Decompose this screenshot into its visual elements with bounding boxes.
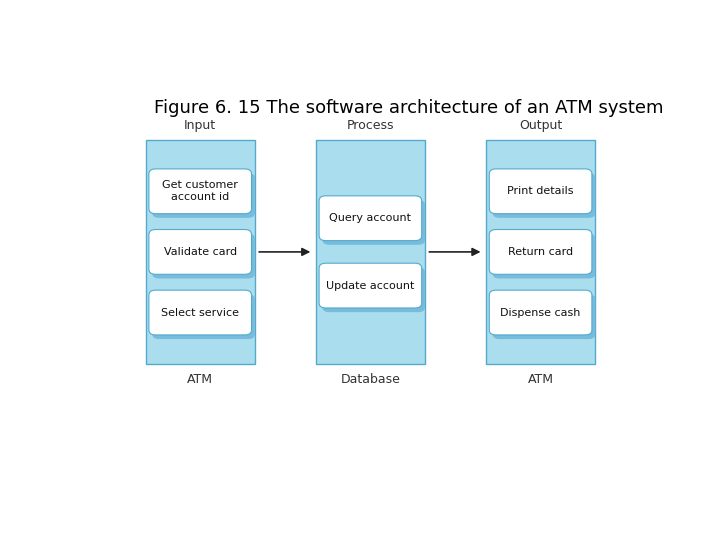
Text: Query account: Query account [329,213,411,223]
Text: Dispense cash: Dispense cash [500,308,581,318]
Text: Process: Process [346,119,394,132]
FancyBboxPatch shape [323,267,425,312]
FancyBboxPatch shape [145,140,255,364]
FancyBboxPatch shape [490,230,592,274]
FancyBboxPatch shape [316,140,425,364]
Text: Validate card: Validate card [163,247,237,257]
FancyBboxPatch shape [492,173,595,218]
Text: Database: Database [341,373,400,386]
Text: Update account: Update account [326,281,415,291]
FancyBboxPatch shape [149,169,251,214]
Text: Get customer
account id: Get customer account id [162,180,238,202]
FancyBboxPatch shape [152,234,255,279]
FancyBboxPatch shape [492,234,595,279]
FancyBboxPatch shape [490,169,592,214]
FancyBboxPatch shape [149,230,251,274]
Text: ATM: ATM [528,373,554,386]
FancyBboxPatch shape [152,173,255,218]
FancyBboxPatch shape [319,196,422,241]
Text: Input: Input [184,119,216,132]
Text: ATM: ATM [187,373,213,386]
Text: Return card: Return card [508,247,573,257]
Text: Select service: Select service [161,308,239,318]
Text: Figure 6. 15 The software architecture of an ATM system: Figure 6. 15 The software architecture o… [154,99,664,118]
FancyBboxPatch shape [319,263,422,308]
FancyBboxPatch shape [490,290,592,335]
FancyBboxPatch shape [152,294,255,339]
FancyBboxPatch shape [323,200,425,245]
Text: Output: Output [519,119,562,132]
FancyBboxPatch shape [486,140,595,364]
FancyBboxPatch shape [492,294,595,339]
Text: Print details: Print details [508,186,574,196]
FancyBboxPatch shape [149,290,251,335]
